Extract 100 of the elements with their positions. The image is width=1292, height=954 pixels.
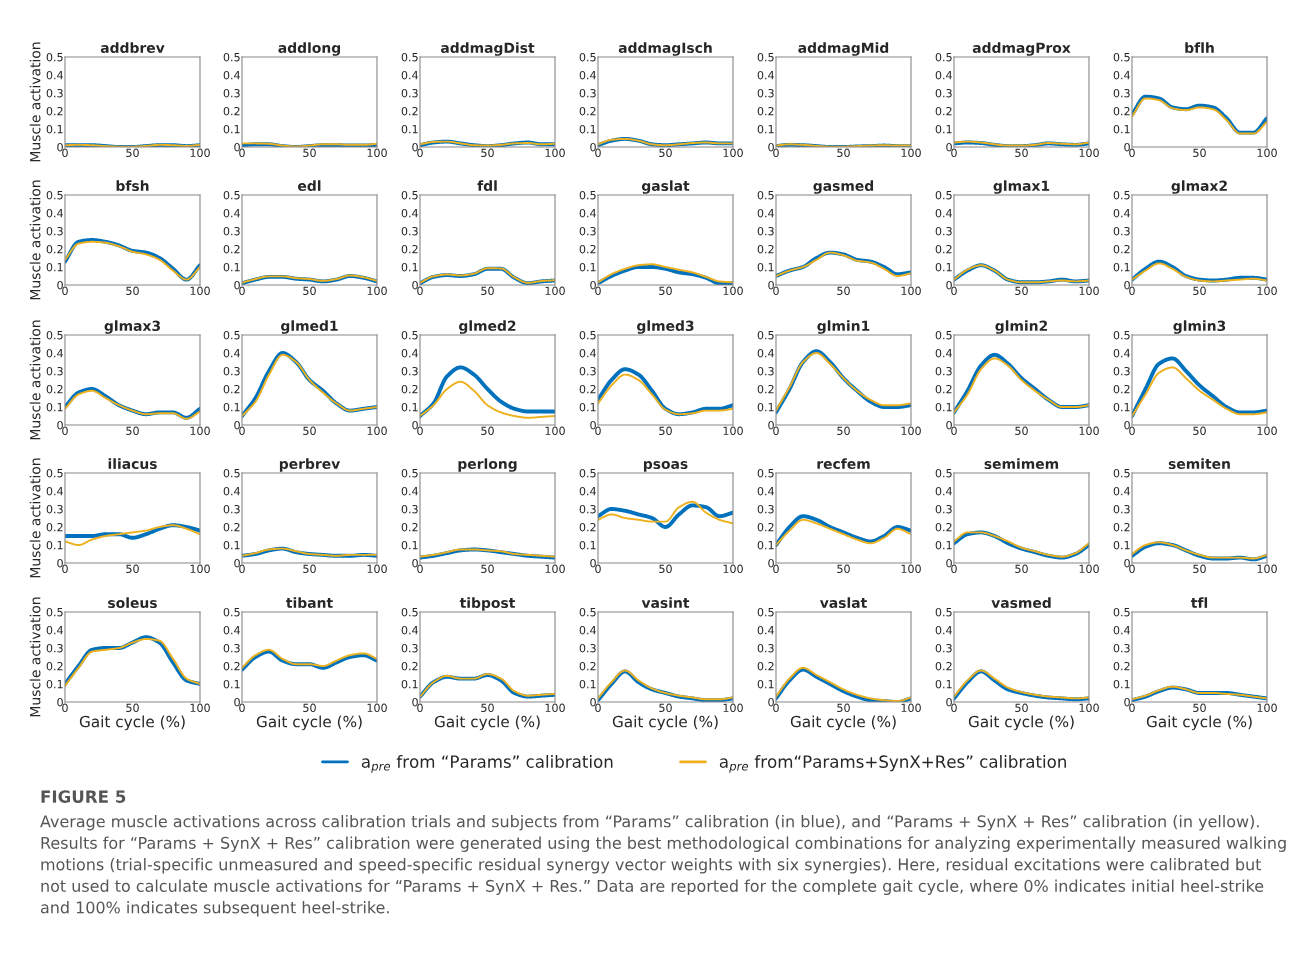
x-tick-label: 100 [545,703,565,712]
y-tick-label: 0.5 [46,52,63,62]
chart-title: addmagDist [440,42,535,56]
x-tick-label: 50 [481,564,494,573]
x-tick-label: 50 [303,564,316,573]
x-tick-label: 100 [545,148,565,157]
y-tick-label: 0.4 [223,208,240,218]
y-tick-label: 0.5 [401,52,418,62]
y-tick-label: 0.5 [757,468,774,478]
y-tick-label: 0.3 [223,504,240,514]
y-tick-label: 0.1 [579,262,596,272]
x-tick-label: 50 [481,703,494,712]
y-tick-label: 0.4 [757,208,774,218]
y-tick-label: 0.4 [935,208,952,218]
y-tick-label: 0.4 [579,70,596,80]
x-axis-title: Gait cycle (%) [1146,715,1252,731]
y-tick-label: 0.2 [46,244,63,254]
y-tick-label: 0.5 [401,468,418,478]
y-tick-label: 0.5 [223,190,240,200]
y-tick-label: 0.2 [757,384,774,394]
x-tick-label: 50 [659,426,672,435]
x-tick-label: 100 [723,426,743,435]
y-tick-label: 0.1 [757,540,774,550]
x-tick-label: 100 [1079,148,1099,157]
y-tick-label: 0.2 [757,522,774,532]
x-axis-title: Gait cycle (%) [790,715,896,731]
x-tick-label: 50 [659,564,672,573]
y-tick-label: 0.3 [579,643,596,653]
y-tick-label: 0.3 [1113,643,1130,653]
chart-title: iliacus [108,458,157,470]
y-tick-label: 0.4 [223,348,240,358]
x-tick-label: 100 [545,426,565,435]
y-tick-label: 0.4 [757,486,774,496]
y-tick-label: 0.4 [46,208,63,218]
y-tick-label: 0.1 [579,540,596,550]
y-axis-title: Muscle activation [29,597,41,717]
y-tick-label: 0.1 [46,540,63,550]
y-tick-label: 0.2 [935,661,952,671]
y-tick-label: 0.4 [46,625,63,635]
x-tick-label: 50 [303,703,316,712]
y-tick-label: 0.2 [1113,661,1130,671]
y-tick-label: 0.5 [401,190,418,200]
y-tick-label: 0.4 [46,486,63,496]
y-tick-label: 0.4 [46,348,63,358]
y-tick-label: 0.5 [757,190,774,200]
chart-title: glmed1 [281,320,338,334]
y-tick-label: 0.3 [401,643,418,653]
x-tick-label: 100 [723,286,743,295]
x-tick-label: 100 [723,564,743,573]
chart-title: addlong [278,42,341,56]
y-tick-label: 0.5 [579,607,596,617]
y-tick-label: 0.2 [223,106,240,116]
y-tick-label: 0.3 [401,226,418,236]
x-tick-label: 50 [303,426,316,435]
chart-title: glmax1 [993,180,1050,194]
y-tick-label: 0.1 [46,402,63,412]
y-tick-label: 0.4 [935,625,952,635]
x-tick-label: 50 [1015,148,1028,157]
x-axis-title: Gait cycle (%) [256,715,362,731]
chart-title: tibant [286,597,333,609]
x-tick-label: 100 [1079,564,1099,573]
y-tick-label: 0.2 [1113,522,1130,532]
x-tick-label: 50 [1193,286,1206,295]
y-tick-label: 0.2 [579,661,596,671]
x-tick-label: 100 [1257,703,1277,712]
y-tick-label: 0.1 [223,540,240,550]
y-tick-label: 0.5 [1113,468,1130,478]
y-tick-label: 0.5 [579,52,596,62]
y-tick-label: 0.1 [1113,540,1130,550]
y-tick-label: 0.3 [46,504,63,514]
y-tick-label: 0.1 [1113,679,1130,689]
y-tick-label: 0.3 [935,226,952,236]
y-tick-label: 0.5 [579,190,596,200]
y-tick-label: 0.2 [223,522,240,532]
chart-title: tfl [1190,597,1208,608]
x-tick-label: 50 [126,148,139,157]
chart-title: addmagIsch [618,42,712,56]
chart-title: tibpost [459,597,516,611]
y-tick-label: 0.5 [46,190,63,200]
y-tick-label: 0.4 [401,348,418,358]
y-tick-label: 0.4 [1113,486,1130,496]
x-tick-label: 50 [126,286,139,295]
y-tick-label: 0.1 [1113,262,1130,272]
y-tick-label: 0.1 [935,540,952,550]
x-tick-label: 50 [481,286,494,295]
y-tick-label: 0.4 [757,348,774,358]
y-tick-label: 0.1 [223,262,240,272]
chart-title: bfsh [116,180,149,192]
chart-title: vasmed [991,597,1051,609]
y-tick-label: 0.4 [1113,70,1130,80]
y-tick-label: 0.3 [757,226,774,236]
y-tick-label: 0.2 [223,384,240,394]
y-tick-label: 0.5 [1113,330,1130,340]
caption: FIGURE 5 [41,790,126,803]
chart-title: perlong [458,458,517,472]
y-tick-label: 0.2 [935,522,952,532]
y-tick-label: 0.3 [223,366,240,376]
y-tick-label: 0.3 [223,643,240,653]
y-tick-label: 0.3 [579,366,596,376]
y-tick-label: 0.3 [1113,366,1130,376]
